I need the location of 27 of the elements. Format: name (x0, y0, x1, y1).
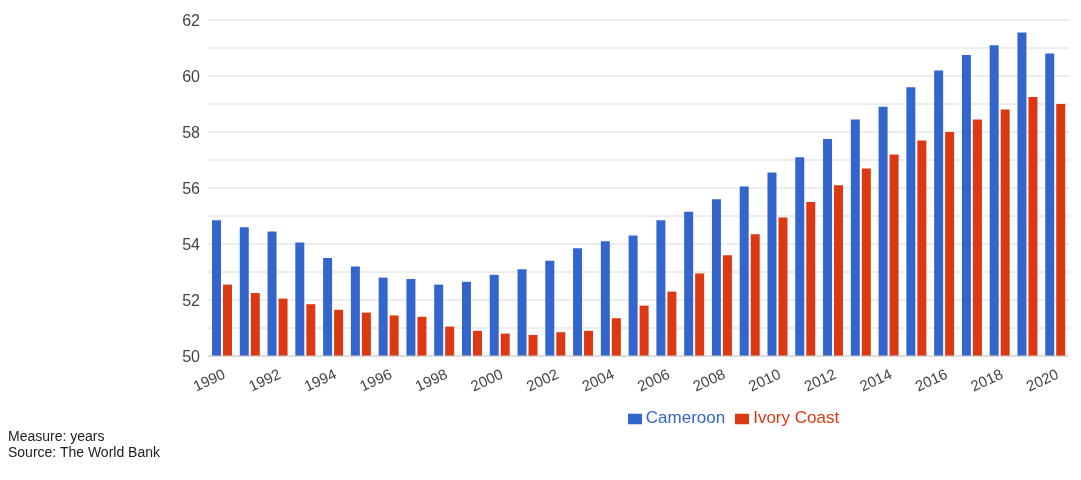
legend-label: Ivory Coast (753, 408, 840, 427)
x-tick-label: 2008 (690, 364, 728, 395)
x-tick-label: 1990 (190, 364, 228, 395)
x-tick-label: 2012 (801, 364, 839, 395)
x-tick-label: 1992 (245, 364, 284, 395)
text: Measure: years (8, 428, 106, 444)
x-tick-label: 2000 (467, 364, 506, 395)
x-tick-label: 2002 (523, 364, 561, 395)
x-tick-label: 1996 (356, 364, 395, 395)
source-note: Source: The World Bank (8, 444, 161, 460)
y-tick-label: 52 (182, 291, 201, 309)
legend-label: Cameroon (645, 408, 726, 427)
x-tick-label: 2004 (579, 364, 617, 395)
x-tick-label: 2010 (745, 364, 784, 395)
x-tick-label: 1998 (412, 364, 450, 395)
y-tick-label: 54 (182, 235, 201, 253)
x-tick-label: 1994 (301, 364, 339, 395)
y-tick-label: 56 (182, 179, 201, 197)
x-tick-label: 2016 (912, 364, 950, 395)
y-tick-label: 50 (182, 347, 201, 365)
x-tick-label: 2020 (1023, 364, 1061, 395)
y-tick-label: 60 (182, 67, 201, 85)
x-tick-label: 2006 (634, 364, 673, 395)
x-tick-label: 2014 (856, 364, 895, 395)
y-tick-label: 62 (182, 11, 201, 29)
x-tick-label: 2018 (967, 364, 1006, 395)
y-tick-label: 58 (182, 123, 201, 141)
